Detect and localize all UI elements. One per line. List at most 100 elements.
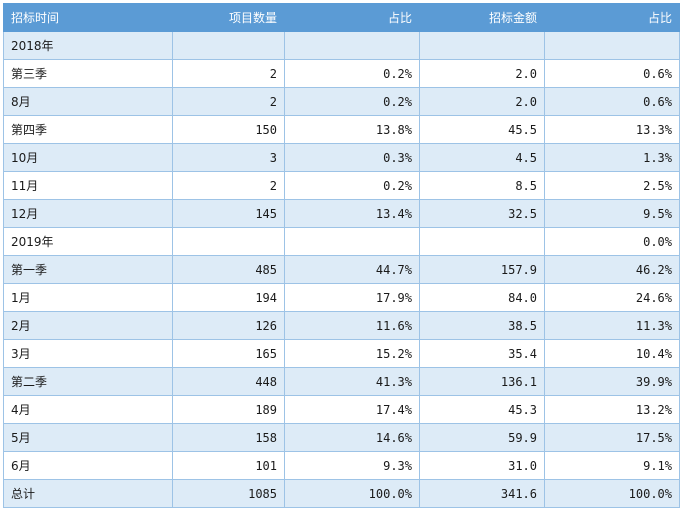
cell-project-count: 2 (172, 87, 285, 116)
cell-count-share: 44.7% (284, 255, 420, 284)
cell-amount-share: 13.3% (544, 115, 680, 144)
cell-amount-share: 1.3% (544, 143, 680, 172)
cell-amount-share: 17.5% (544, 423, 680, 452)
table-row: 3月 165 15.2% 35.4 10.4% (3, 339, 680, 368)
table-row: 2019年 0.0% (3, 227, 680, 256)
cell-period: 2月 (3, 311, 173, 340)
cell-count-share: 13.4% (284, 199, 420, 228)
cell-project-count: 189 (172, 395, 285, 424)
header-bid-time: 招标时间 (3, 3, 173, 32)
table-row: 2月 126 11.6% 38.5 11.3% (3, 311, 680, 340)
table-row: 第二季 448 41.3% 136.1 39.9% (3, 367, 680, 396)
table-row: 11月 2 0.2% 8.5 2.5% (3, 171, 680, 200)
table-row: 10月 3 0.3% 4.5 1.3% (3, 143, 680, 172)
cell-bid-amount: 2.0 (419, 59, 545, 88)
cell-amount-share: 11.3% (544, 311, 680, 340)
cell-count-share (284, 31, 420, 60)
table-row: 12月 145 13.4% 32.5 9.5% (3, 199, 680, 228)
cell-bid-amount: 84.0 (419, 283, 545, 312)
cell-amount-share: 10.4% (544, 339, 680, 368)
table-body: 2018年 第三季 2 0.2% 2.0 0.6% 8月 2 0.2% 2.0 0.6% 第四季 150… (3, 31, 680, 508)
cell-bid-amount: 45.3 (419, 395, 545, 424)
cell-period: 4月 (3, 395, 173, 424)
cell-bid-amount: 136.1 (419, 367, 545, 396)
cell-amount-share: 24.6% (544, 283, 680, 312)
cell-period: 第四季 (3, 115, 173, 144)
header-row: 招标时间 项目数量 占比 招标金额 占比 (3, 3, 680, 32)
cell-count-share: 9.3% (284, 451, 420, 480)
cell-count-share: 17.9% (284, 283, 420, 312)
cell-amount-share: 0.6% (544, 59, 680, 88)
cell-count-share: 0.2% (284, 87, 420, 116)
cell-period: 2018年 (3, 31, 173, 60)
table-row: 第三季 2 0.2% 2.0 0.6% (3, 59, 680, 88)
cell-period: 5月 (3, 423, 173, 452)
table-row: 2018年 (3, 31, 680, 60)
header-project-count: 项目数量 (172, 3, 285, 32)
cell-period: 第一季 (3, 255, 173, 284)
cell-project-count: 165 (172, 339, 285, 368)
cell-project-count: 150 (172, 115, 285, 144)
cell-period: 12月 (3, 199, 173, 228)
table-row: 1月 194 17.9% 84.0 24.6% (3, 283, 680, 312)
cell-period: 第二季 (3, 367, 173, 396)
header-amount-share: 占比 (544, 3, 680, 32)
cell-bid-amount: 35.4 (419, 339, 545, 368)
table-row: 4月 189 17.4% 45.3 13.2% (3, 395, 680, 424)
cell-project-count: 1085 (172, 479, 285, 508)
cell-count-share: 0.2% (284, 59, 420, 88)
cell-period: 10月 (3, 143, 173, 172)
cell-count-share: 15.2% (284, 339, 420, 368)
cell-amount-share: 46.2% (544, 255, 680, 284)
cell-bid-amount: 8.5 (419, 171, 545, 200)
cell-period: 8月 (3, 87, 173, 116)
cell-count-share: 17.4% (284, 395, 420, 424)
cell-amount-share: 39.9% (544, 367, 680, 396)
cell-project-count: 101 (172, 451, 285, 480)
cell-project-count: 145 (172, 199, 285, 228)
cell-bid-amount: 4.5 (419, 143, 545, 172)
cell-project-count: 2 (172, 59, 285, 88)
cell-bid-amount: 45.5 (419, 115, 545, 144)
cell-project-count: 194 (172, 283, 285, 312)
header-count-share: 占比 (284, 3, 420, 32)
cell-bid-amount: 38.5 (419, 311, 545, 340)
cell-bid-amount: 31.0 (419, 451, 545, 480)
cell-count-share (284, 227, 420, 256)
cell-count-share: 0.3% (284, 143, 420, 172)
cell-amount-share: 9.1% (544, 451, 680, 480)
cell-bid-amount: 59.9 (419, 423, 545, 452)
cell-bid-amount: 341.6 (419, 479, 545, 508)
cell-project-count: 448 (172, 367, 285, 396)
cell-bid-amount (419, 31, 545, 60)
cell-amount-share: 9.5% (544, 199, 680, 228)
cell-bid-amount (419, 227, 545, 256)
cell-count-share: 14.6% (284, 423, 420, 452)
table-row: 总计 1085 100.0% 341.6 100.0% (3, 479, 680, 508)
bid-statistics-table-container: 招标时间 项目数量 占比 招标金额 占比 2018年 第三季 2 0.2% 2.0 0.6… (3, 3, 680, 508)
table-row: 5月 158 14.6% 59.9 17.5% (3, 423, 680, 452)
cell-project-count: 158 (172, 423, 285, 452)
header-bid-amount: 招标金额 (419, 3, 545, 32)
cell-amount-share (544, 31, 680, 60)
cell-amount-share: 0.6% (544, 87, 680, 116)
cell-amount-share: 2.5% (544, 171, 680, 200)
cell-project-count: 2 (172, 171, 285, 200)
cell-count-share: 0.2% (284, 171, 420, 200)
cell-project-count: 485 (172, 255, 285, 284)
cell-period: 11月 (3, 171, 173, 200)
cell-period: 3月 (3, 339, 173, 368)
table-row: 第一季 485 44.7% 157.9 46.2% (3, 255, 680, 284)
cell-bid-amount: 32.5 (419, 199, 545, 228)
cell-project-count: 126 (172, 311, 285, 340)
cell-count-share: 41.3% (284, 367, 420, 396)
bid-statistics-table: 招标时间 项目数量 占比 招标金额 占比 2018年 第三季 2 0.2% 2.0 0.6… (3, 3, 680, 508)
cell-bid-amount: 2.0 (419, 87, 545, 116)
cell-amount-share: 0.0% (544, 227, 680, 256)
table-row: 6月 101 9.3% 31.0 9.1% (3, 451, 680, 480)
cell-period: 2019年 (3, 227, 173, 256)
cell-count-share: 13.8% (284, 115, 420, 144)
cell-period: 总计 (3, 479, 173, 508)
cell-amount-share: 100.0% (544, 479, 680, 508)
cell-project-count: 3 (172, 143, 285, 172)
